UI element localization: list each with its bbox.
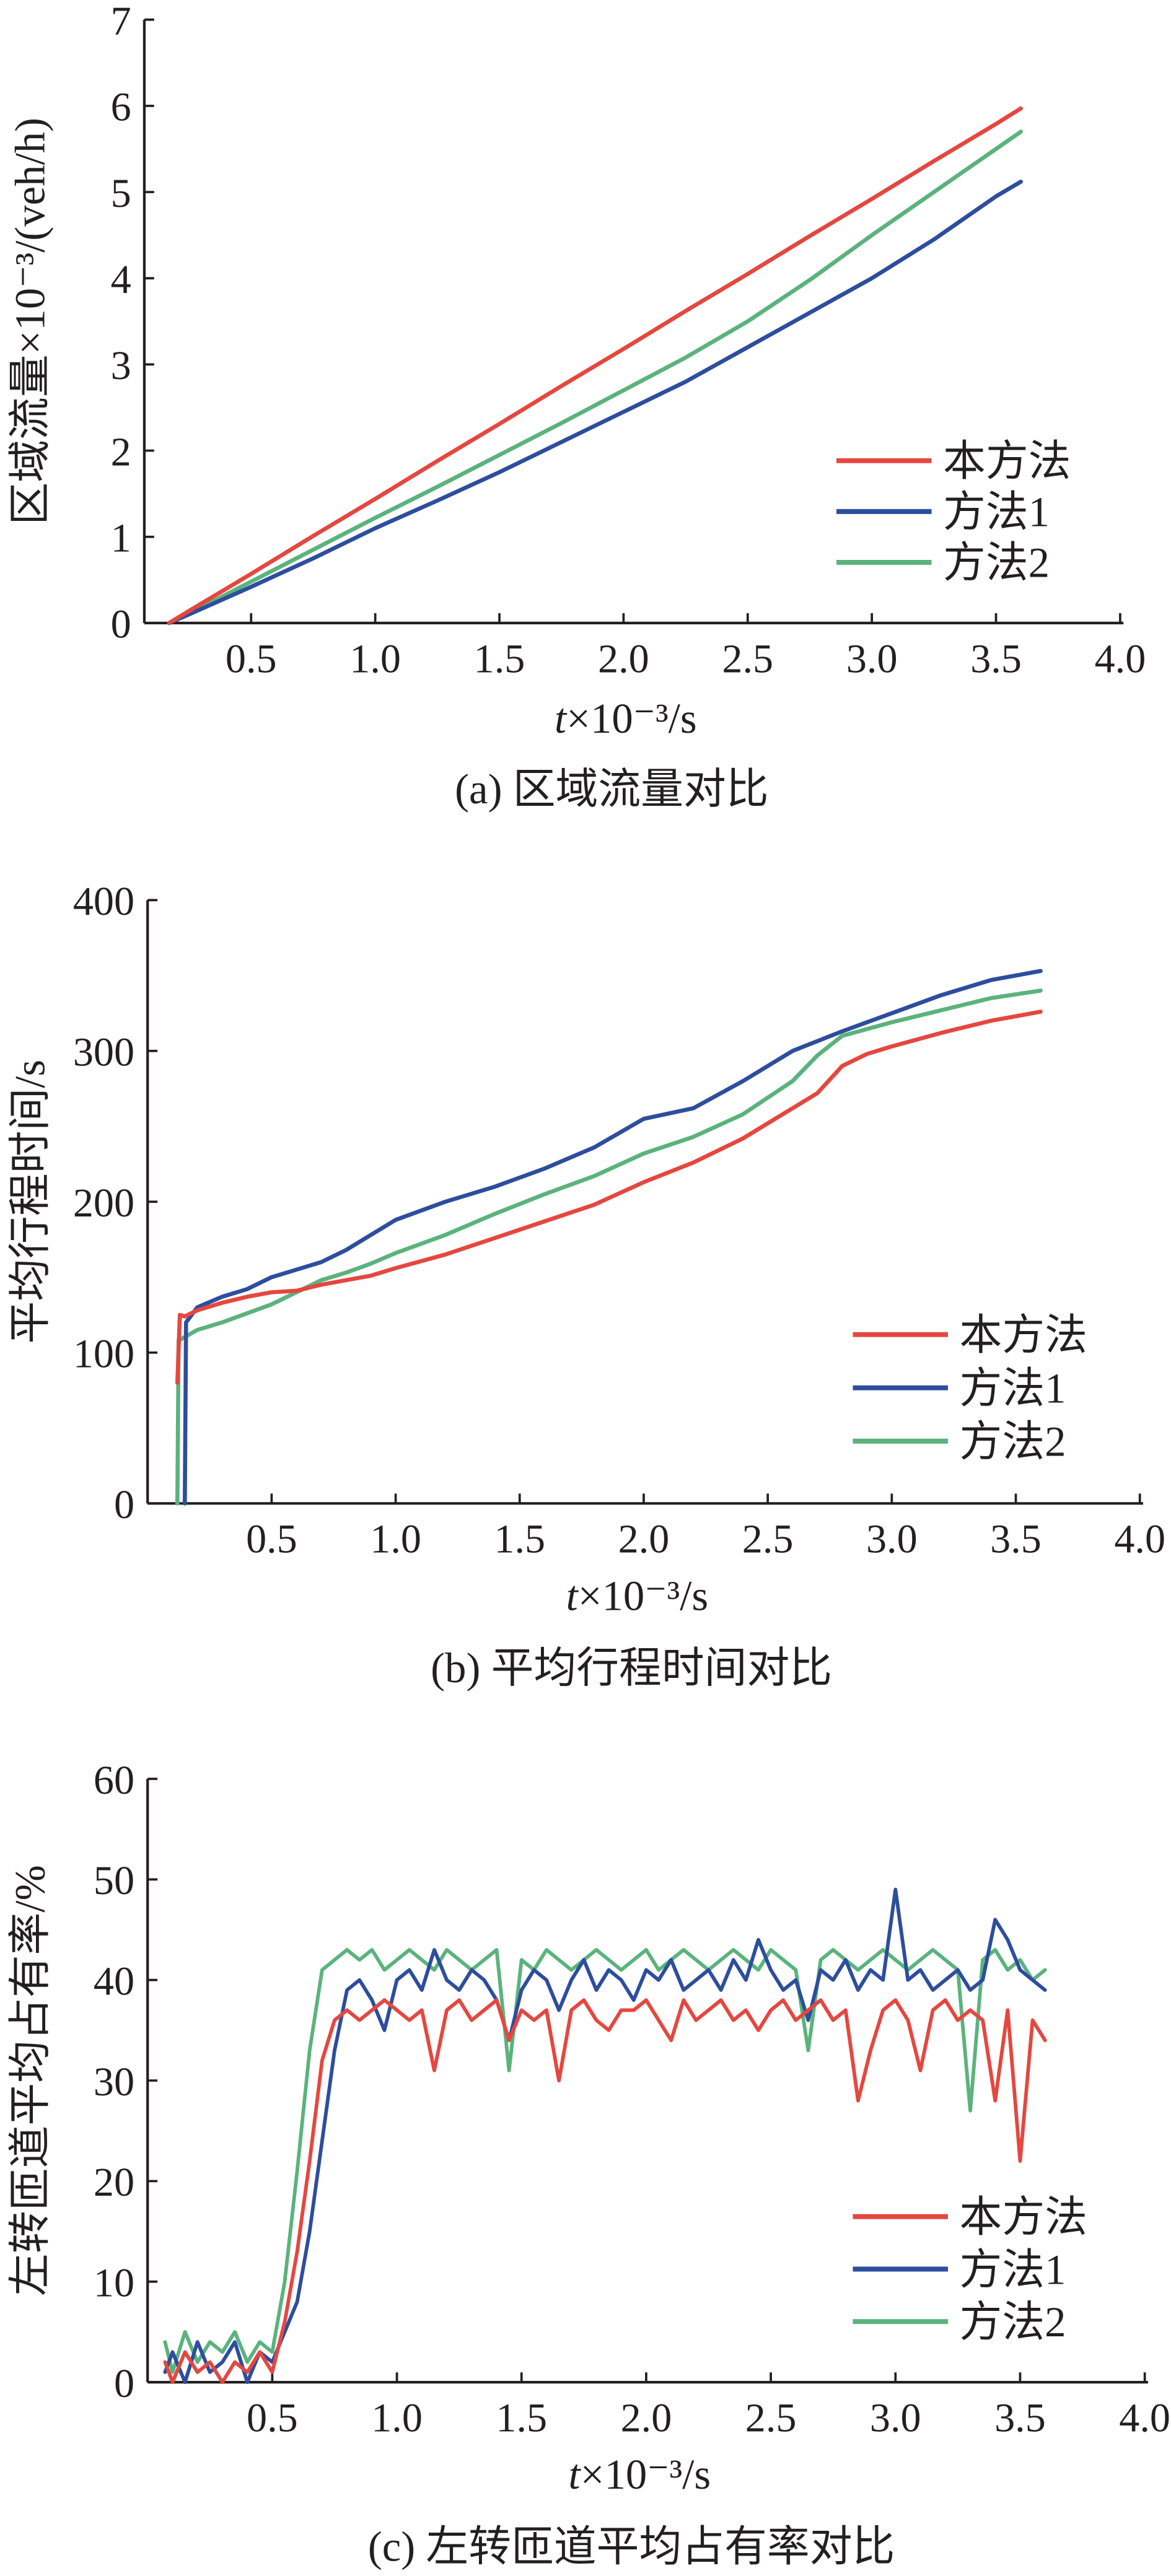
x-tick-label: 4.0 — [1095, 636, 1146, 681]
legend-label: 方法2 — [960, 1418, 1066, 1465]
y-tick-label: 3 — [111, 343, 131, 388]
x-tick-label: 0.5 — [246, 1517, 297, 1562]
y-tick-label: 400 — [73, 879, 134, 924]
x-tick-label: 2.5 — [742, 1517, 794, 1562]
y-tick-label: 7 — [111, 0, 131, 44]
x-tick-label: 3.5 — [970, 636, 1022, 681]
y-tick-label: 2 — [111, 429, 131, 474]
x-tick-label: 4.0 — [1119, 2396, 1170, 2441]
x-tick-label: 4.0 — [1114, 1517, 1165, 1562]
x-tick-label: 3.0 — [866, 1517, 918, 1562]
x-tick-label: 3.5 — [994, 2396, 1046, 2441]
legend-label: 方法1 — [960, 2246, 1066, 2293]
y-tick-label: 0 — [114, 2361, 134, 2406]
x-axis-label: t×10⁻³/s — [569, 2451, 711, 2498]
series-line-3 — [167, 129, 1023, 626]
x-tick-label: 0.5 — [247, 2396, 298, 2441]
figure-caption: (c) 左转匝道平均占有率对比 — [368, 2523, 895, 2570]
legend-label: 方法2 — [943, 539, 1050, 587]
legend-label: 方法2 — [960, 2299, 1066, 2346]
figure-caption: (a) 区域流量对比 — [455, 766, 768, 813]
legend-label: 本方法 — [960, 1311, 1087, 1358]
x-axis-label: t×10⁻³/s — [566, 1572, 709, 1619]
legend-label: 本方法 — [960, 2194, 1087, 2241]
chart-panel-3: 0 10 20 30 40 50 60 0.5 1.0 1.5 2.0 2.5 3.0 3.5 4.0 本方法… — [6, 1758, 1170, 2570]
y-tick-label: 4 — [111, 257, 131, 302]
y-tick-label: 40 — [94, 1959, 134, 2004]
x-tick-label: 3.0 — [846, 636, 898, 681]
y-tick-label: 0 — [114, 1482, 134, 1527]
y-tick-label: 100 — [73, 1332, 134, 1377]
y-axis-label: 平均行程时间/s — [6, 1060, 53, 1344]
y-axis-label: 区域流量×10⁻³/(veh/h) — [6, 118, 53, 525]
x-tick-label: 3.0 — [870, 2396, 921, 2441]
x-tick-label: 1.0 — [370, 1517, 421, 1562]
legend-label: 方法1 — [960, 1365, 1066, 1412]
series-line-3 — [175, 989, 1043, 1506]
series-line-3 — [163, 1948, 1047, 2374]
x-tick-label: 1.5 — [494, 1517, 545, 1562]
x-tick-label: 3.5 — [990, 1517, 1042, 1562]
series-line-2 — [182, 969, 1043, 1506]
series-line-1 — [167, 106, 1023, 626]
y-tick-label: 60 — [94, 1758, 134, 1803]
y-tick-label: 0 — [111, 602, 131, 647]
figure-caption: (b) 平均行程时间对比 — [431, 1644, 832, 1692]
y-tick-label: 1 — [111, 516, 131, 561]
x-tick-label: 1.5 — [496, 2396, 547, 2441]
y-tick-label: 10 — [94, 2261, 134, 2306]
y-tick-label: 5 — [111, 171, 131, 216]
chart-panel-2: 0 100 200 300 400 0.5 1.0 1.5 2.0 2.5 3.0 3.5 4.0 本方法… — [6, 879, 1165, 1692]
series-line-1 — [163, 1998, 1047, 2385]
series-line-1 — [175, 1010, 1043, 1385]
x-tick-label: 1.0 — [371, 2396, 423, 2441]
series-line-2 — [163, 1887, 1047, 2385]
x-tick-label: 2.0 — [621, 2396, 672, 2441]
x-axis-label: t×10⁻³/s — [555, 695, 697, 742]
y-tick-label: 30 — [94, 2059, 134, 2105]
y-tick-label: 20 — [94, 2160, 134, 2205]
x-tick-label: 2.5 — [745, 2396, 797, 2441]
y-tick-label: 300 — [73, 1030, 134, 1075]
legend-label: 本方法 — [943, 438, 1071, 485]
y-axis-label: 左转匝道平均占有率/% — [6, 1865, 53, 2296]
chart-panel-1: 0 1 2 3 4 5 6 7 0.5 1.0 1.5 2.0 2.5 3.0 3.5 4.0 本方法方法1方法… — [6, 0, 1146, 813]
x-tick-label: 2.0 — [598, 636, 649, 681]
x-tick-label: 2.0 — [618, 1517, 670, 1562]
y-tick-label: 6 — [111, 85, 131, 130]
y-tick-label: 50 — [94, 1858, 134, 1903]
legend-label: 方法1 — [943, 489, 1050, 536]
x-tick-label: 1.5 — [474, 636, 525, 681]
series-line-2 — [167, 180, 1023, 626]
x-tick-label: 1.0 — [349, 636, 401, 681]
y-tick-label: 200 — [73, 1181, 134, 1226]
x-tick-label: 0.5 — [226, 636, 277, 681]
x-tick-label: 2.5 — [722, 636, 773, 681]
